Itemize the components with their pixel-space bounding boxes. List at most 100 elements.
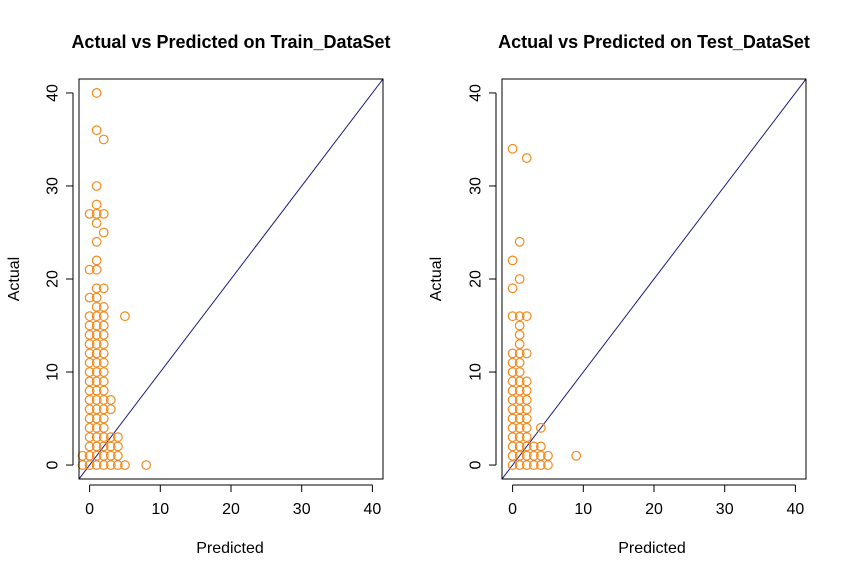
test-data-point: [521, 348, 532, 359]
train-data-point: [91, 218, 102, 229]
train-data-point: [91, 395, 102, 405]
train-data-point: [98, 460, 109, 470]
train-data-point: [98, 348, 109, 359]
train-data-point: [91, 181, 102, 191]
train-plot-area: 0 10 20 30 40 0 10 20 30 40: [45, 78, 384, 518]
train-data-point: [91, 441, 102, 452]
train-x-tick-label: 0: [85, 501, 94, 518]
train-data-point: [84, 264, 95, 275]
test-data-point: [514, 311, 525, 322]
test-data-point: [521, 460, 532, 470]
test-data-point: [514, 329, 525, 340]
test-data-point: [507, 143, 518, 154]
train-data-point: [98, 422, 109, 433]
train-data-point: [98, 339, 109, 350]
train-data-point: [98, 432, 109, 443]
train-data-point: [98, 441, 109, 452]
test-data-point: [571, 450, 582, 461]
train-scatter-panel: Actual vs Predicted on Train_DataSet Pre…: [6, 32, 391, 557]
train-data-point: [98, 134, 109, 145]
train-data-point: [91, 199, 102, 210]
test-data-point: [507, 460, 518, 470]
test-data-point: [528, 441, 539, 452]
train-data-point: [98, 395, 109, 405]
test-data-point: [507, 422, 518, 433]
test-data-point: [507, 432, 518, 443]
test-data-point: [507, 404, 518, 415]
test-data-point: [514, 422, 525, 433]
test-y-tick-label: 0: [468, 460, 485, 469]
train-data-point: [84, 450, 95, 461]
train-data-point: [84, 432, 95, 443]
test-plot-area: 0 10 20 30 40 0 10 20 30 40: [468, 78, 807, 518]
test-data-point: [521, 450, 532, 461]
test-data-point: [535, 450, 546, 461]
test-data-point: [543, 460, 553, 470]
train-x-tick-label: 30: [293, 501, 311, 518]
train-data-point: [84, 292, 95, 303]
test-data-point: [535, 441, 546, 452]
train-y-tick-label: 0: [45, 460, 62, 469]
train-x-tick-label: 10: [151, 501, 169, 518]
train-data-point: [91, 208, 102, 219]
test-y-axis-label: Actual: [428, 257, 445, 301]
test-data-point: [521, 441, 532, 452]
train-data-point: [84, 441, 95, 452]
train-data-point: [98, 320, 109, 331]
test-data-point: [507, 357, 518, 368]
train-data-point: [91, 376, 102, 387]
train-data-point: [120, 460, 130, 470]
test-data-point: [521, 311, 532, 322]
train-data-point: [84, 385, 95, 396]
train-data-point: [91, 367, 102, 377]
train-data-point: [84, 329, 95, 340]
test-data-point: [514, 376, 525, 387]
test-data-point: [514, 395, 525, 405]
test-data-point: [514, 236, 525, 247]
train-data-point: [91, 339, 102, 350]
train-data-point: [91, 88, 102, 98]
train-data-point: [98, 227, 109, 238]
test-data-point: [535, 460, 546, 470]
train-data-point: [84, 320, 95, 331]
train-data-point: [98, 311, 109, 322]
train-data-point: [91, 422, 102, 433]
test-data-point: [514, 441, 525, 452]
test-data-point: [514, 432, 525, 443]
test-plot-frame: [501, 78, 807, 480]
train-data-point: [112, 460, 123, 470]
test-x-tick-label: 30: [716, 501, 734, 518]
test-data-point: [507, 283, 518, 294]
train-data-point: [91, 460, 102, 470]
test-data-point: [521, 153, 532, 163]
train-data-point: [98, 404, 109, 415]
test-data-point: [514, 404, 525, 415]
test-data-point: [514, 385, 525, 396]
train-data-point: [141, 460, 152, 470]
train-data-point: [91, 283, 102, 294]
test-data-point: [507, 255, 518, 266]
test-x-tick-label: 10: [574, 501, 592, 518]
train-data-point: [112, 450, 123, 461]
train-data-point: [91, 125, 102, 136]
train-data-point: [98, 357, 109, 368]
test-data-point: [514, 348, 525, 359]
train-data-point: [91, 413, 102, 424]
train-data-point: [84, 208, 95, 219]
train-data-point: [98, 329, 109, 340]
train-data-point: [91, 236, 102, 247]
test-data-point: [514, 367, 525, 377]
train-data-point: [91, 404, 102, 415]
train-data-point: [120, 311, 130, 322]
train-data-point: [91, 302, 102, 312]
train-data-point: [98, 367, 109, 377]
train-data-point: [105, 404, 116, 415]
test-data-point: [528, 450, 539, 461]
train-y-tick-label: 20: [45, 270, 62, 288]
test-y-tick-label: 10: [468, 363, 485, 381]
train-data-point: [77, 450, 88, 461]
test-data-point: [521, 413, 532, 424]
train-data-point: [98, 283, 109, 294]
train-data-point: [112, 432, 123, 443]
test-x-tick-label: 20: [645, 501, 663, 518]
